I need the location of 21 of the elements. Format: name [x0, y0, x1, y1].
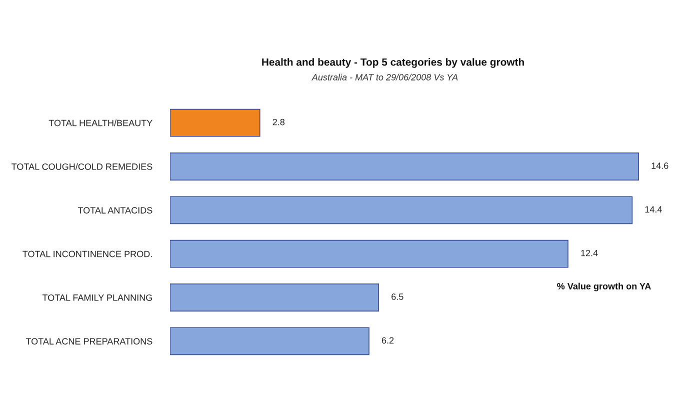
chart-subtitle: Australia - MAT to 29/06/2008 Vs YA	[311, 74, 458, 80]
y-tick-label: TOTAL COUGH/COLD REMEDIES	[12, 163, 152, 170]
y-tick-label: TOTAL FAMILY PLANNING	[42, 294, 152, 301]
bar	[170, 108, 260, 137]
bar	[170, 196, 633, 224]
bar	[170, 240, 568, 268]
chart-title: Health and beauty - Top 5 categories by value growth	[262, 58, 524, 68]
y-tick-label: TOTAL HEALTH/BEAUTY	[48, 120, 152, 126]
bar	[170, 152, 639, 180]
y-tick-label: TOTAL INCONTINENCE PROD.	[22, 250, 152, 258]
annotation: % Value growth on YA	[557, 282, 651, 292]
bar	[170, 327, 370, 356]
y-tick-label: TOTAL ACNE PREPARATIONS	[26, 338, 152, 345]
data-label: 6.2	[382, 337, 394, 344]
data-label: 14.6	[652, 162, 668, 169]
data-label: 12.4	[581, 250, 598, 256]
data-label: 2.8	[272, 118, 285, 126]
y-tick-label: TOTAL ANTACIDS	[78, 207, 152, 214]
bar	[170, 284, 380, 312]
data-label: 6.5	[392, 294, 404, 300]
data-label: 14.4	[645, 206, 662, 212]
